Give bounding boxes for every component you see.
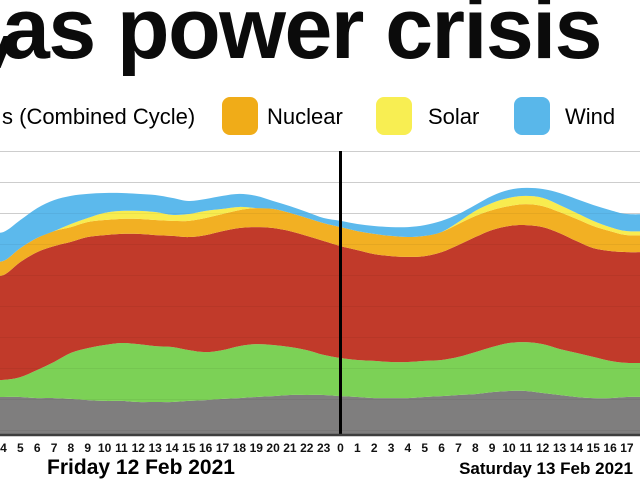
x-tick-label: 19: [249, 441, 263, 455]
x-tick-label: 8: [67, 441, 75, 455]
x-tick-label: 12: [131, 441, 145, 455]
x-tick-label: 12: [536, 441, 550, 455]
area-solar: [0, 195, 640, 262]
day-label-saturday: Saturday 13 Feb 2021: [459, 459, 633, 478]
x-tick-label: 4: [0, 441, 7, 455]
area-nuclear: [0, 204, 640, 276]
x-tick-label: 5: [421, 441, 429, 455]
x-tick-label: 11: [519, 441, 533, 455]
x-tick-label: 22: [300, 441, 314, 455]
x-tick-label: 10: [502, 441, 516, 455]
x-tick-label: 9: [84, 441, 92, 455]
x-tick-label: 10: [97, 441, 112, 455]
x-tick-label: 13: [552, 441, 567, 455]
x-tick-label: 14: [569, 441, 584, 455]
legend-label-wind: Wind: [565, 104, 616, 129]
legend-label-nuclear: Nuclear: [267, 104, 343, 129]
x-tick-label: 14: [165, 441, 179, 455]
x-tick-label: 2: [370, 441, 378, 455]
area-red-band: [0, 225, 640, 381]
area-gray-band: [0, 390, 640, 435]
x-tick-label: 15: [182, 441, 196, 455]
legend-label-combined-cycle: s (Combined Cycle): [2, 104, 196, 129]
x-tick-label: 23: [316, 441, 331, 455]
x-axis-labels: 4 5 6 7 8 9 10 11 12 13 14 15 16 17 18 19 20 21 22 23 0 1 2 3 4 5…: [0, 441, 640, 455]
x-tick-label: 21: [283, 441, 297, 455]
x-tick-label: 11: [115, 441, 128, 455]
x-tick-label: 0: [337, 441, 344, 455]
x-tick-label: 6: [33, 441, 41, 455]
x-tick-label: 18: [232, 441, 247, 455]
area-green-band: [0, 342, 640, 403]
x-tick-label: 9: [488, 441, 496, 455]
x-tick-label: 8: [471, 441, 479, 455]
x-tick-label: 17: [215, 441, 230, 455]
x-tick-label: 20: [266, 441, 280, 455]
x-tick-label: 6: [438, 441, 445, 455]
x-tick-label: 1: [354, 441, 361, 455]
x-tick-label: 16: [199, 441, 213, 455]
legend-swatch-nuclear: [222, 97, 258, 135]
legend: s (Combined Cycle) Nuclear Solar Wind: [0, 0, 640, 145]
x-tick-label: 13: [148, 441, 162, 455]
x-tick-label: 17: [620, 441, 634, 455]
x-tick-label: 7: [455, 441, 462, 455]
legend-swatch-solar: [376, 97, 412, 135]
area-wind: [0, 187, 640, 262]
day-label-friday: Friday 12 Feb 2021: [47, 456, 235, 479]
legend-label-solar: Solar: [428, 104, 480, 129]
x-tick-label: 16: [603, 441, 617, 455]
x-tick-label: 4: [404, 441, 412, 455]
x-tick-label: 3: [387, 441, 395, 455]
legend-swatch-wind: [514, 97, 550, 135]
x-tick-label: 7: [50, 441, 58, 455]
x-tick-label: 5: [17, 441, 24, 455]
page-title: as power crisis: [2, 0, 602, 77]
x-tick-label: 15: [586, 441, 600, 455]
